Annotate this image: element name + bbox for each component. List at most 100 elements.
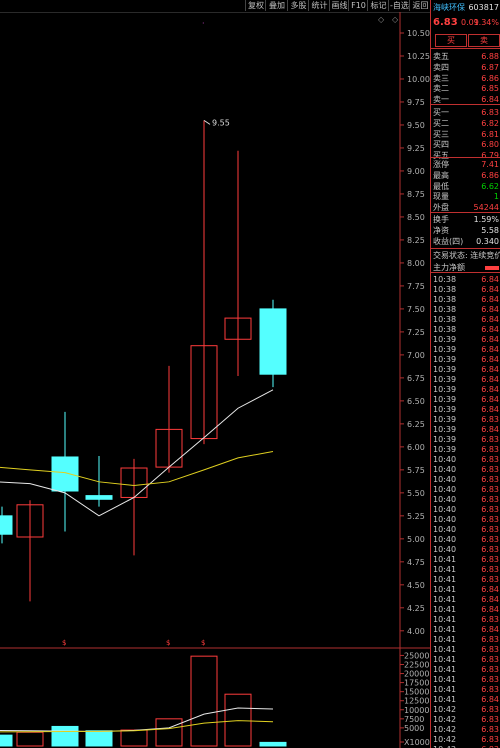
toolbar-button-6[interactable]: 标记 — [367, 0, 389, 11]
order-book-row-value: 6.81 — [481, 129, 499, 139]
toolbar: 复权 叠加 多股 统计 画线 F10 标记 -自选 返回 — [0, 0, 430, 12]
tick-row-label: 10:41 — [433, 605, 457, 614]
price-tick-label: 4.75 — [407, 558, 425, 567]
tick-row: 10:40 6.83 — [433, 494, 499, 505]
tick-row-label: 10:42 — [433, 744, 456, 748]
divider — [431, 104, 500, 105]
tick-row: 10:41 6.83 — [433, 634, 499, 645]
toolbar-button-8[interactable]: 返回 — [409, 0, 431, 11]
tick-row-label: 10:39 — [433, 425, 457, 434]
order-book-row-label: 买二 — [433, 118, 449, 128]
order-book-row-value: 6.85 — [481, 84, 499, 94]
tick-row-label: 10:38 — [433, 305, 457, 314]
tick-row-value: 6.84 — [481, 375, 499, 384]
toolbar-button-5[interactable]: F10 — [348, 0, 368, 11]
tick-row-value: 6.83 — [481, 515, 499, 524]
tick-row: 10:42 6.83 — [433, 734, 499, 745]
diamond-icon: ◇ — [392, 15, 399, 24]
toolbar-button-0[interactable]: 复权 — [245, 0, 266, 11]
buy-button[interactable]: 买 — [435, 34, 467, 47]
tick-row-label: 10:38 — [433, 275, 457, 284]
price-change: 0.09 — [461, 18, 479, 27]
kline-chart[interactable]: ◇ ◇ · 10.50 10.25 10.00 9.75 9.50 9.25 9.00 8.75 8.… — [0, 0, 430, 748]
tick-row-label: 10:39 — [433, 395, 457, 404]
tick-row-value: 6.83 — [481, 675, 499, 684]
tick-row-label: 10:41 — [433, 585, 457, 594]
stat-row-value: 6.86 — [481, 170, 499, 180]
stat-row-label: 最高 — [433, 170, 449, 180]
stat-row-label: 换手 — [433, 215, 449, 224]
candle-body — [16, 504, 44, 538]
vol-ma-line-white — [0, 707, 274, 733]
toolbar-button-3[interactable]: 统计 — [308, 0, 330, 11]
tick-row-value: 6.83 — [481, 565, 499, 574]
tick-row: 10:38 6.84 — [433, 294, 499, 305]
toolbar-button-2[interactable]: 多股 — [287, 0, 309, 11]
tick-row-label: 10:39 — [433, 415, 457, 424]
order-book-row-value: 6.79 — [481, 151, 499, 161]
price-tick-label: 4.25 — [407, 604, 425, 613]
order-book-row-label: 卖四 — [433, 62, 449, 72]
tick-row: 10:39 6.84 — [433, 424, 499, 435]
tick-row: 10:41 6.83 — [433, 664, 499, 675]
stat-row: 最低 6.62 — [433, 181, 499, 192]
tick-row: 10:39 6.84 — [433, 364, 499, 375]
price-tick-label: 7.75 — [407, 282, 425, 291]
toolbar-button-1[interactable]: 叠加 — [265, 0, 288, 11]
volume-bar — [120, 729, 148, 747]
candle-body — [51, 456, 79, 492]
order-book-row: 卖一 6.84 — [433, 94, 499, 105]
price-tick-label: 5.75 — [407, 466, 425, 475]
tick-row-label: 10:38 — [433, 315, 457, 324]
tick-row-label: 10:39 — [433, 345, 457, 354]
tick-row: 10:38 6.84 — [433, 314, 499, 325]
vol-tick-label: 25000 — [404, 651, 429, 660]
tick-row: 10:40 6.83 — [433, 534, 499, 545]
tick-row-value: 6.84 — [481, 345, 499, 354]
divider — [431, 248, 500, 249]
order-book-row: 卖四 6.87 — [433, 62, 499, 73]
order-book-row-label: 买一 — [433, 108, 449, 117]
tick-row: 10:39 6.84 — [433, 344, 499, 355]
order-book-row: 买二 6.82 — [433, 118, 499, 129]
tick-row-label: 10:41 — [433, 645, 457, 654]
price-tick-label: 4.50 — [407, 581, 425, 590]
tick-row-value: 6.84 — [481, 405, 499, 414]
volume-bar — [259, 741, 287, 747]
tick-row: 10:41 6.83 — [433, 654, 499, 665]
vol-tick-label: 15000 — [404, 688, 429, 697]
tick-row: 10:38 6.84 — [433, 304, 499, 315]
price-line: 6.83 0.09 1.34% — [433, 17, 499, 29]
tick-row: 10:38 6.84 — [433, 324, 499, 335]
quote-panel: 海峡环保 603817 6.83 0.09 1.34% 买 卖 卖五 6.88 卖四… — [430, 0, 500, 748]
sell-button[interactable]: 卖 — [468, 34, 500, 47]
price-tick-label: 7.00 — [407, 351, 425, 360]
tick-row-label: 10:38 — [433, 295, 457, 304]
tick-row-value: 6.84 — [481, 335, 499, 344]
order-book-row-label: 买五 — [433, 151, 449, 161]
vol-tick-label: 5000 — [404, 724, 424, 733]
tick-row-label: 10:40 — [433, 475, 457, 484]
tick-row: 10:41 6.83 — [433, 564, 499, 575]
order-book-row: 买一 6.83 — [433, 107, 499, 118]
tick-row: 10:40 6.83 — [433, 454, 499, 465]
vol-ma-line-yellow — [0, 720, 274, 733]
price-tick-label: 4.00 — [407, 627, 425, 636]
toolbar-button-4[interactable]: 画线 — [329, 0, 349, 11]
tick-row-label: 10:41 — [433, 595, 457, 604]
event-marker: $ — [201, 639, 205, 647]
stat-row-value: 54244 — [473, 203, 499, 213]
tick-row-label: 10:40 — [433, 525, 457, 534]
tick-row: 10:40 6.83 — [433, 464, 499, 475]
stat-row: 外盘 54244 — [433, 202, 499, 213]
price-tick-label: 7.25 — [407, 328, 425, 337]
toolbar-button-7[interactable]: -自选 — [388, 0, 410, 11]
stat-row: 换手 1.59% — [433, 214, 499, 225]
tick-row-label: 10:39 — [433, 365, 457, 374]
stat-row-label: 涨停 — [433, 160, 449, 169]
tick-row-label: 10:41 — [433, 625, 457, 634]
trade-status: 交易状态: 连续竞价 — [433, 251, 500, 260]
stat-row-value: 7.41 — [481, 160, 499, 169]
tick-row: 10:41 6.84 — [433, 604, 499, 615]
stat-row: 现量 1 — [433, 191, 499, 202]
